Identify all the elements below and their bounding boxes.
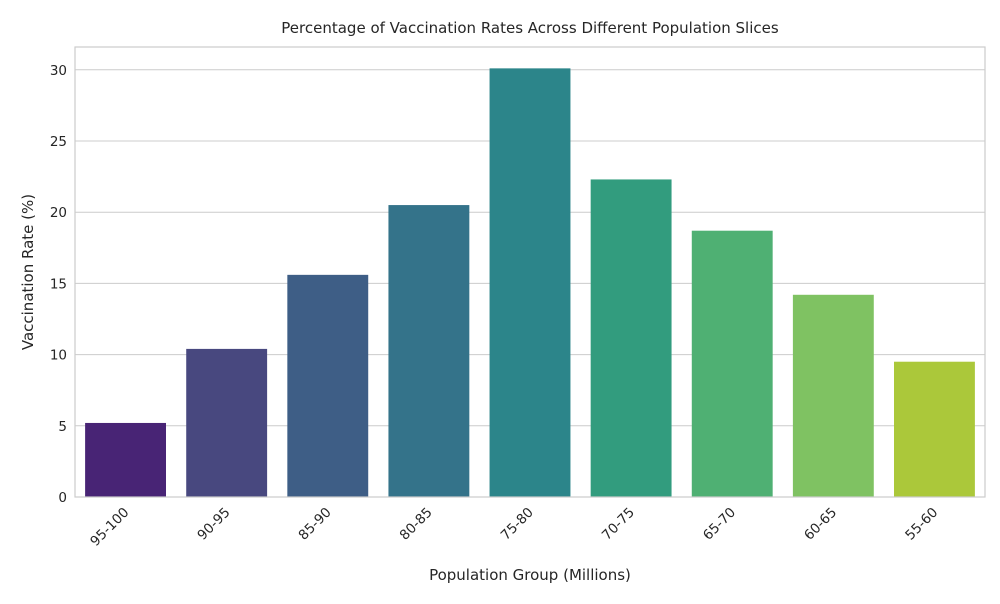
y-tick-labels: 0 5 10 15 20 25 30: [50, 63, 67, 506]
y-tick-label: 30: [50, 63, 67, 79]
bar-80-85: [388, 205, 470, 497]
x-tick-label: 65-70: [700, 505, 739, 544]
bar-95-100: [85, 422, 166, 497]
bar-85-90: [287, 274, 369, 497]
x-tick-label: 55-60: [902, 505, 941, 544]
y-tick-label: 20: [50, 205, 67, 221]
x-tick-label: 80-85: [397, 505, 436, 544]
x-axis-label: Population Group (Millions): [429, 566, 631, 584]
bars: [85, 68, 975, 498]
bar-90-95: [186, 348, 268, 497]
y-tick-label: 0: [58, 490, 67, 506]
x-tick-label: 60-65: [801, 505, 840, 544]
y-tick-label: 10: [50, 348, 67, 364]
x-tick-label: 95-100: [87, 505, 132, 550]
bar-55-60: [894, 361, 975, 497]
y-tick-label: 15: [50, 276, 67, 292]
bar-60-65: [792, 294, 874, 497]
y-axis-label: Vaccination Rate (%): [19, 194, 37, 350]
bar-65-70: [691, 230, 773, 498]
x-tick-label: 85-90: [296, 505, 335, 544]
x-tick-label: 90-95: [194, 505, 233, 544]
plot-frame: [74, 46, 986, 498]
y-tick-label: 25: [50, 134, 67, 150]
bar-70-75: [590, 179, 672, 497]
chart-title: Percentage of Vaccination Rates Across D…: [281, 19, 779, 37]
x-tick-label: 70-75: [599, 505, 638, 544]
x-tick-labels: 95-100 90-95 85-90 80-85 75-80 70-75 65-70 60-6…: [87, 505, 941, 550]
bar-75-80: [489, 68, 571, 498]
y-tick-label: 5: [58, 419, 67, 435]
x-tick-label: 75-80: [498, 505, 537, 544]
